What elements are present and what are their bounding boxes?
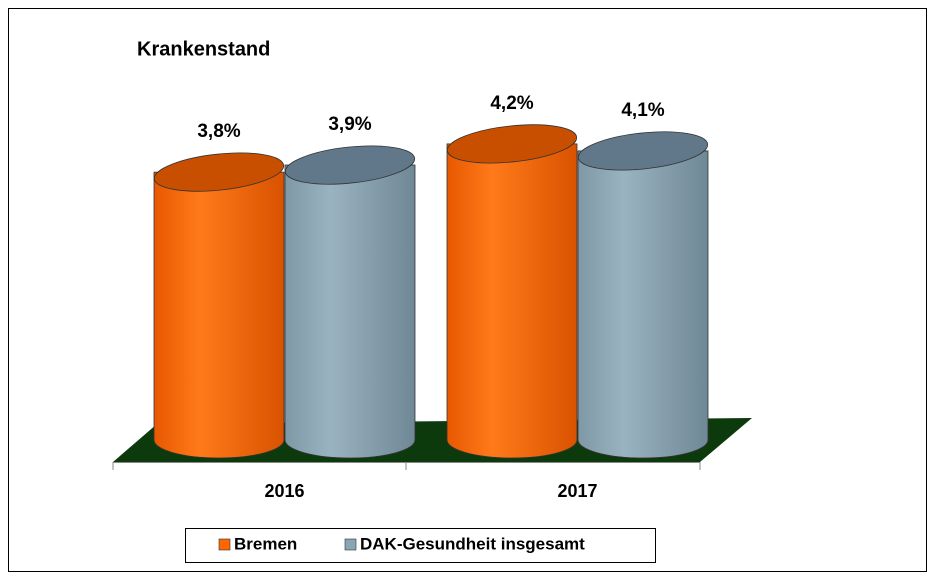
cylinder-top <box>577 131 709 171</box>
cylinder <box>577 150 709 459</box>
legend-label: Bremen <box>234 534 297 553</box>
x-tick-label: 2016 <box>264 481 304 501</box>
chart-title: Krankenstand <box>137 38 270 60</box>
value-label: 3,9% <box>328 114 371 135</box>
legend <box>185 528 656 563</box>
cylinder-top <box>153 152 285 192</box>
cylinder <box>153 171 285 459</box>
legend-swatch <box>218 538 231 551</box>
value-label: 4,1% <box>621 100 664 121</box>
legend-label: DAK-Gesundheit insgesamt <box>360 534 585 553</box>
value-label: 4,2% <box>490 93 533 114</box>
legend-swatch <box>344 538 357 551</box>
cylinder-top <box>446 124 578 164</box>
value-label: 3,8% <box>197 121 240 142</box>
x-tick-label: 2017 <box>557 481 597 501</box>
cylinder <box>446 143 578 459</box>
cylinder-top <box>284 145 416 185</box>
cylinder <box>284 164 416 459</box>
